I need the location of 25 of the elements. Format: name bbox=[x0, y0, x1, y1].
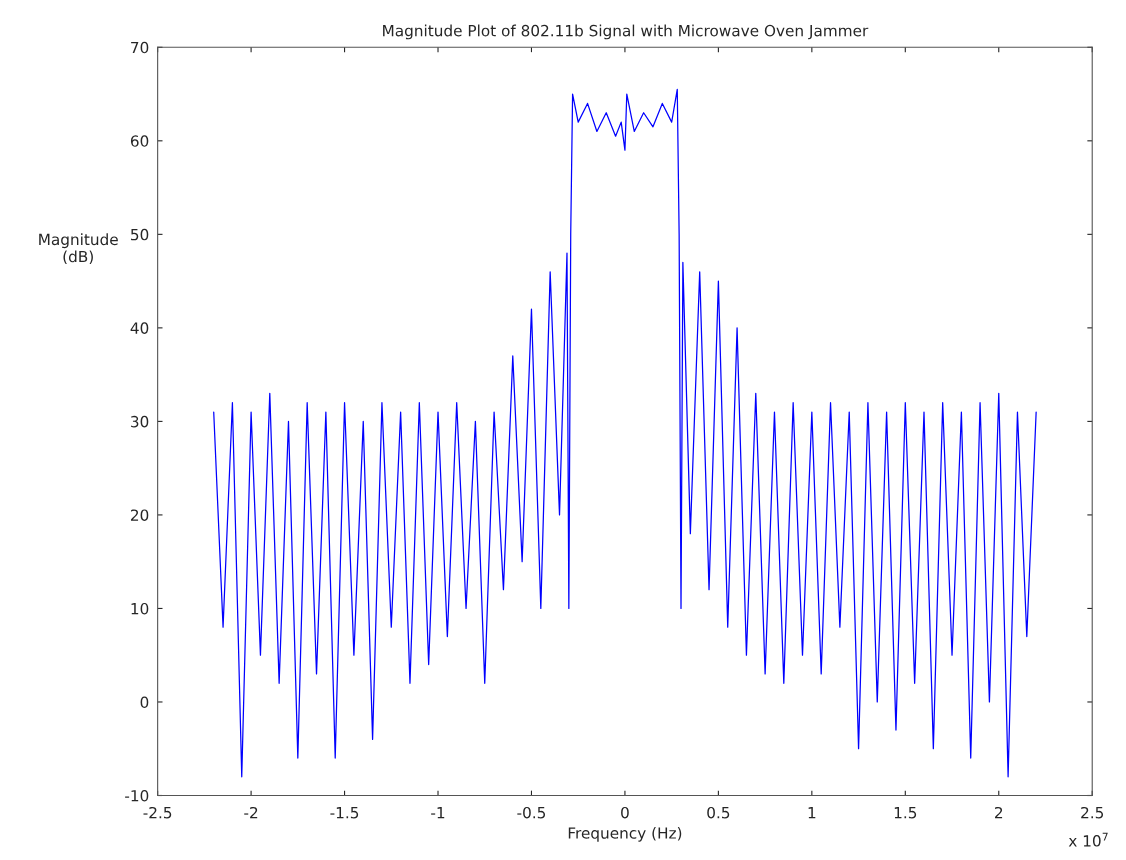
y-tick-label: 40 bbox=[130, 322, 149, 334]
y-tick-label: 70 bbox=[131, 41, 149, 54]
y-tick-label: 20 bbox=[130, 509, 149, 521]
text: x 10$^{7}$ bbox=[1068, 832, 1108, 847]
y-tick-label: -10 bbox=[125, 789, 149, 802]
x-tick-label: -2 bbox=[244, 806, 258, 819]
x-tick-label: -0.5 bbox=[517, 806, 546, 819]
line-series bbox=[213, 88, 1037, 778]
x-tick-label: 0 bbox=[621, 806, 629, 819]
x-tick-label: 2 bbox=[995, 806, 1003, 819]
x-tick-label: 1.5 bbox=[894, 807, 917, 819]
x-axis-title: Frequency (Hz) bbox=[568, 826, 682, 842]
chart-title: Magnitude Plot of 802.11b Signal with Microwave Oven Jammer bbox=[383, 24, 869, 40]
y-tick-label: 0 bbox=[140, 696, 149, 708]
y-tick-label: 10 bbox=[131, 602, 149, 615]
y-tick-label: 30 bbox=[131, 415, 149, 428]
x-tick-label: 0.5 bbox=[707, 806, 730, 819]
x-tick-label: 1 bbox=[808, 807, 816, 819]
x-tick-label: 2.5 bbox=[1081, 806, 1104, 819]
y-tick-label: 60 bbox=[130, 135, 149, 147]
y-axis-title: Magnitude (dB) bbox=[39, 233, 118, 265]
x-tick-label: -1.5 bbox=[330, 807, 359, 819]
y-tick-label: 50 bbox=[131, 228, 149, 241]
x-tick-label: -2.5 bbox=[143, 806, 172, 819]
x-tick-label: -1 bbox=[431, 807, 445, 819]
